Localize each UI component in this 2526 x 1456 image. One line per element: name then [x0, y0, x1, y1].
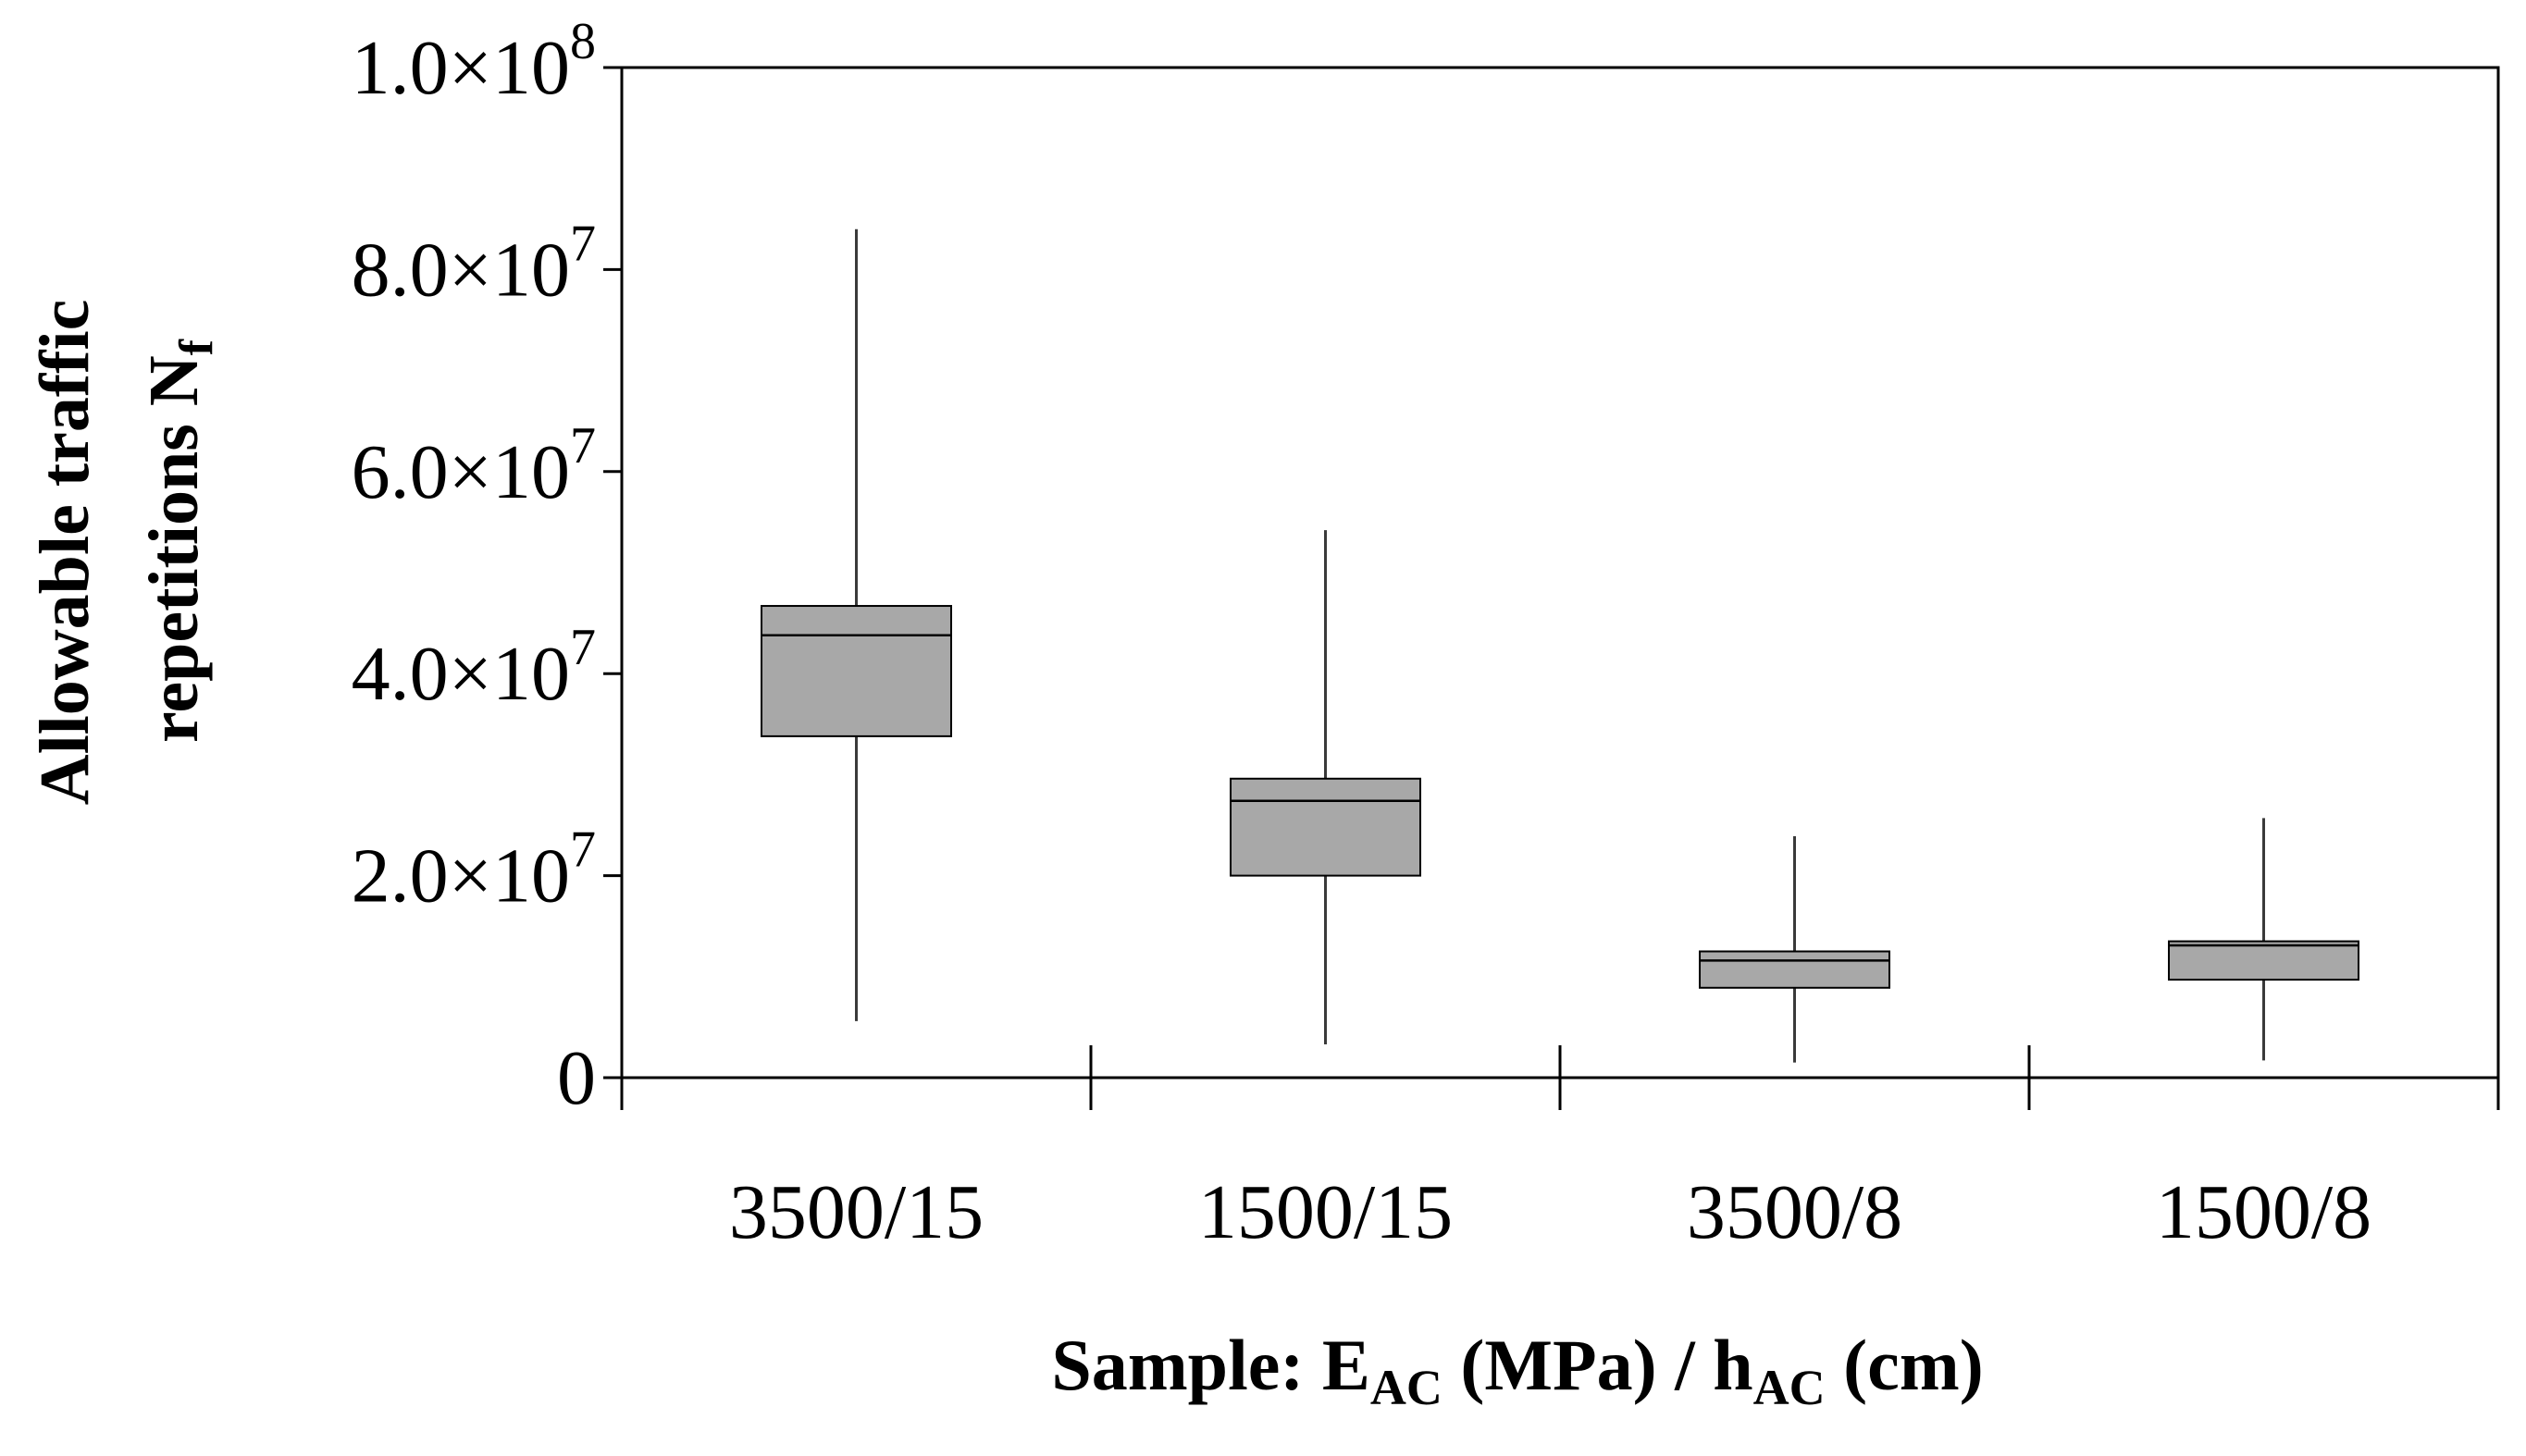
- iqr-box: [1699, 950, 1890, 989]
- y-axis-title-line2: repetitions Nf: [135, 339, 223, 743]
- y-tick-label: 8.0×107: [352, 215, 596, 313]
- y-tick-label: 4.0×107: [352, 619, 596, 717]
- y-tick-label: 0: [557, 1035, 596, 1121]
- iqr-box: [1230, 777, 1421, 877]
- x-tick-label: 3500/15: [729, 1169, 984, 1255]
- y-axis-title-line1: Allowable traffic: [26, 300, 104, 806]
- boxplot-series: [761, 228, 2359, 1063]
- x-tick-label: 1500/15: [1198, 1169, 1453, 1255]
- y-tick-label: 2.0×107: [352, 821, 596, 919]
- y-tick-label: 6.0×107: [352, 417, 596, 515]
- x-tick-label: 1500/8: [2156, 1169, 2371, 1255]
- y-tick-label: 1.0×108: [352, 13, 596, 111]
- box-1500-15: [1230, 530, 1421, 1044]
- box-1500-8: [2168, 818, 2359, 1061]
- box-3500-15: [761, 228, 952, 1021]
- x-tick-label: 3500/8: [1687, 1169, 1902, 1255]
- iqr-box: [2168, 940, 2359, 981]
- x-axis-title: Sample: EAC (MPa) / hAC (cm): [1051, 1325, 1983, 1415]
- box-3500-8: [1699, 836, 1890, 1063]
- plot-area-border: [620, 66, 2500, 1080]
- x-axis: 3500/15 1500/15 3500/8 1500/8: [620, 1045, 2500, 1255]
- y-axis-title-subscript: f: [170, 339, 223, 355]
- plot-frame: [620, 66, 2500, 1080]
- y-axis: 0 2.0×107 4.0×107 6.0×107 8.0×107 1.0×108: [352, 13, 622, 1121]
- y-axis-title-main: repetitions N: [135, 355, 213, 743]
- iqr-box: [761, 605, 952, 737]
